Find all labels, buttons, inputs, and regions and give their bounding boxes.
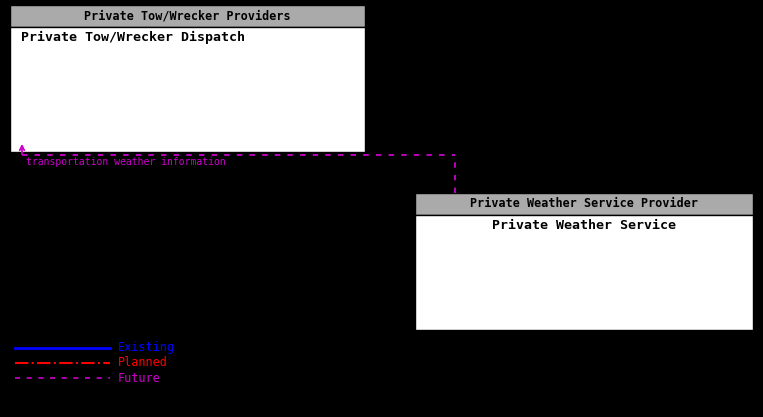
Text: Private Tow/Wrecker Providers: Private Tow/Wrecker Providers	[84, 10, 291, 23]
Bar	[10, 27, 365, 152]
Text: Existing: Existing	[118, 342, 175, 354]
Text: Private Weather Service Provider: Private Weather Service Provider	[470, 198, 698, 211]
Text: Private Weather Service: Private Weather Service	[492, 219, 676, 232]
Bar	[415, 215, 753, 330]
Text: transportation weather information: transportation weather information	[26, 157, 226, 167]
Text: Future: Future	[118, 372, 161, 384]
Bar	[415, 193, 753, 215]
Text: Planned: Planned	[118, 357, 168, 369]
Text: Private Tow/Wrecker Dispatch: Private Tow/Wrecker Dispatch	[21, 31, 246, 44]
Bar	[10, 5, 365, 27]
